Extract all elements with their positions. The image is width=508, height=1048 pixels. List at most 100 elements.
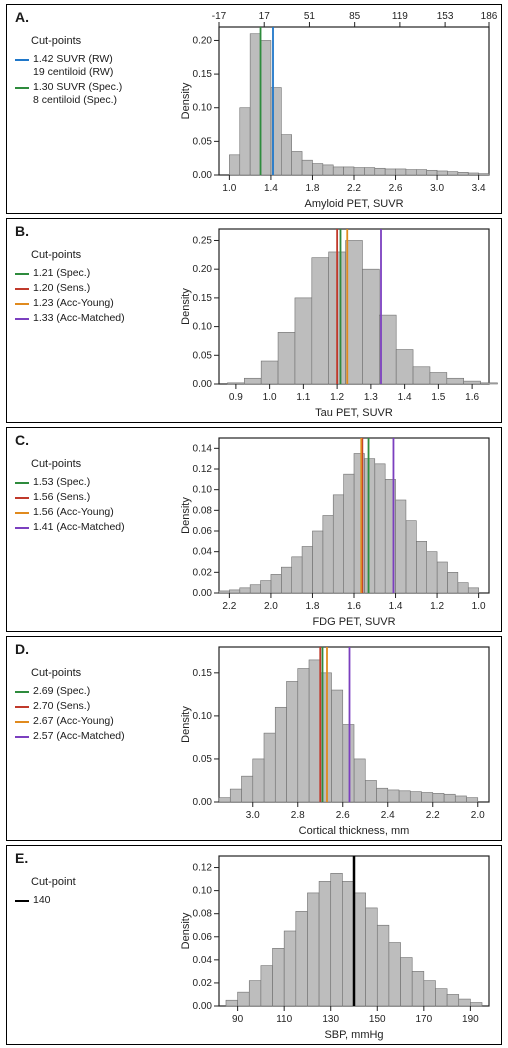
chart-a: 1.01.41.82.22.63.03.4Amyloid PET, SUVR0.… <box>177 5 499 215</box>
legend-item: 1.56 (Acc-Young) <box>15 506 173 519</box>
svg-text:0.08: 0.08 <box>193 909 213 920</box>
legend-swatch <box>15 318 29 320</box>
legend-swatch <box>15 59 29 61</box>
legend-item: 1.41 (Acc-Matched) <box>15 521 173 534</box>
legend-title: Cut-points <box>31 35 173 49</box>
svg-text:0.00: 0.00 <box>193 1001 213 1012</box>
legend-label: 140 <box>33 894 51 907</box>
legend-item: 1.30 SUVR (Spec.) 8 centiloid (Spec.) <box>15 81 173 107</box>
svg-text:Amyloid PET, SUVR: Amyloid PET, SUVR <box>304 198 403 210</box>
legend-item: 1.33 (Acc-Matched) <box>15 312 173 325</box>
legend-swatch <box>15 900 29 902</box>
legend-label: 2.57 (Acc-Matched) <box>33 730 125 743</box>
svg-text:0.15: 0.15 <box>193 69 213 80</box>
chart-b: 0.91.01.11.21.31.41.51.6Tau PET, SUVR0.0… <box>177 219 499 424</box>
chart-d: 3.02.82.62.42.22.0Cortical thickness, mm… <box>177 637 499 842</box>
plot-wrap: 2.22.01.81.61.41.21.0FDG PET, SUVR0.000.… <box>177 428 501 631</box>
panel-a: A.Cut-points 1.42 SUVR (RW) 19 centiloid … <box>6 4 502 214</box>
svg-text:130: 130 <box>322 1014 339 1025</box>
svg-text:SBP, mmHg: SBP, mmHg <box>324 1029 383 1041</box>
panel-label: B. <box>15 223 29 239</box>
svg-text:3.4: 3.4 <box>472 183 486 194</box>
svg-text:2.0: 2.0 <box>471 810 485 821</box>
svg-text:1.1: 1.1 <box>296 392 310 403</box>
legend-swatch <box>15 273 29 275</box>
svg-text:0.9: 0.9 <box>229 392 243 403</box>
svg-text:0.15: 0.15 <box>193 293 213 304</box>
svg-text:1.2: 1.2 <box>430 601 444 612</box>
legend: Cut-point140 <box>7 846 177 1044</box>
svg-text:0.10: 0.10 <box>193 322 213 333</box>
svg-text:150: 150 <box>369 1014 386 1025</box>
svg-text:0.04: 0.04 <box>193 955 213 966</box>
panel-label: D. <box>15 641 29 657</box>
svg-text:0.06: 0.06 <box>193 526 213 537</box>
svg-text:0.08: 0.08 <box>193 505 213 516</box>
legend-item: 2.69 (Spec.) <box>15 685 173 698</box>
svg-text:1.0: 1.0 <box>222 183 236 194</box>
panel-label: A. <box>15 9 29 25</box>
svg-text:FDG PET, SUVR: FDG PET, SUVR <box>312 616 395 628</box>
legend-swatch <box>15 736 29 738</box>
svg-text:0.10: 0.10 <box>193 485 213 496</box>
svg-text:0.00: 0.00 <box>193 379 213 390</box>
svg-text:2.2: 2.2 <box>426 810 440 821</box>
legend-swatch <box>15 288 29 290</box>
svg-text:3.0: 3.0 <box>246 810 260 821</box>
svg-text:0.05: 0.05 <box>193 754 213 765</box>
legend-label: 2.67 (Acc-Young) <box>33 715 114 728</box>
legend-swatch <box>15 706 29 708</box>
svg-text:2.0: 2.0 <box>264 601 278 612</box>
plot-wrap: 90110130150170190SBP, mmHg0.000.020.040.… <box>177 846 501 1044</box>
svg-text:0.10: 0.10 <box>193 711 213 722</box>
legend-item: 2.67 (Acc-Young) <box>15 715 173 728</box>
svg-text:1.4: 1.4 <box>389 601 403 612</box>
svg-text:1.4: 1.4 <box>264 183 278 194</box>
svg-text:0.00: 0.00 <box>193 170 213 181</box>
panel-d: D.Cut-points2.69 (Spec.)2.70 (Sens.)2.67… <box>6 636 502 841</box>
svg-text:0.10: 0.10 <box>193 103 213 114</box>
svg-text:Density: Density <box>180 82 192 119</box>
legend: Cut-points1.21 (Spec.)1.20 (Sens.)1.23 (… <box>7 219 177 422</box>
svg-text:-17: -17 <box>212 11 227 22</box>
legend: Cut-points 1.53 (Spec.) 1.56 (Sens.) 1.56 (… <box>7 428 177 631</box>
svg-text:0.15: 0.15 <box>193 668 213 679</box>
legend-label: 1.56 (Sens.) <box>33 491 90 504</box>
legend-item: 1.23 (Acc-Young) <box>15 297 173 310</box>
svg-text:1.8: 1.8 <box>306 601 320 612</box>
legend-label: 1.33 (Acc-Matched) <box>33 312 125 325</box>
legend-swatch <box>15 691 29 693</box>
svg-text:Density: Density <box>180 912 192 949</box>
legend-swatch <box>15 497 29 499</box>
legend-label: 1.53 (Spec.) <box>33 476 90 489</box>
legend-title: Cut-points <box>31 458 173 472</box>
panel-c: C.Cut-points 1.53 (Spec.) 1.56 (Sens.) 1.56… <box>6 427 502 632</box>
panel-label: C. <box>15 432 29 448</box>
svg-text:51: 51 <box>304 11 316 22</box>
legend: Cut-points 1.42 SUVR (RW) 19 centiloid (R… <box>7 5 177 213</box>
legend-item: 2.57 (Acc-Matched) <box>15 730 173 743</box>
svg-text:119: 119 <box>392 11 408 22</box>
chart-c: 2.22.01.81.61.41.21.0FDG PET, SUVR0.000.… <box>177 428 499 633</box>
svg-text:190: 190 <box>462 1014 479 1025</box>
legend-label: 1.56 (Acc-Young) <box>33 506 114 519</box>
legend-label: 2.70 (Sens.) <box>33 700 90 713</box>
svg-text:0.20: 0.20 <box>193 264 213 275</box>
svg-text:0.00: 0.00 <box>193 797 213 808</box>
svg-text:110: 110 <box>276 1014 292 1025</box>
legend-label: 1.42 SUVR (RW) 19 centiloid (RW) <box>33 53 113 79</box>
svg-text:170: 170 <box>415 1014 432 1025</box>
svg-text:0.12: 0.12 <box>193 464 213 475</box>
legend-label: 1.21 (Spec.) <box>33 267 90 280</box>
svg-text:1.3: 1.3 <box>364 392 378 403</box>
legend-item: 1.42 SUVR (RW) 19 centiloid (RW) <box>15 53 173 79</box>
svg-text:3.0: 3.0 <box>430 183 444 194</box>
chart-e: 90110130150170190SBP, mmHg0.000.020.040.… <box>177 846 499 1046</box>
legend: Cut-points2.69 (Spec.)2.70 (Sens.)2.67 (… <box>7 637 177 840</box>
svg-text:2.2: 2.2 <box>347 183 361 194</box>
panel-b: B.Cut-points1.21 (Spec.)1.20 (Sens.)1.23… <box>6 218 502 423</box>
svg-text:1.5: 1.5 <box>431 392 445 403</box>
legend-item: 140 <box>15 894 173 907</box>
svg-text:0.02: 0.02 <box>193 978 213 989</box>
legend-title: Cut-points <box>31 249 173 263</box>
